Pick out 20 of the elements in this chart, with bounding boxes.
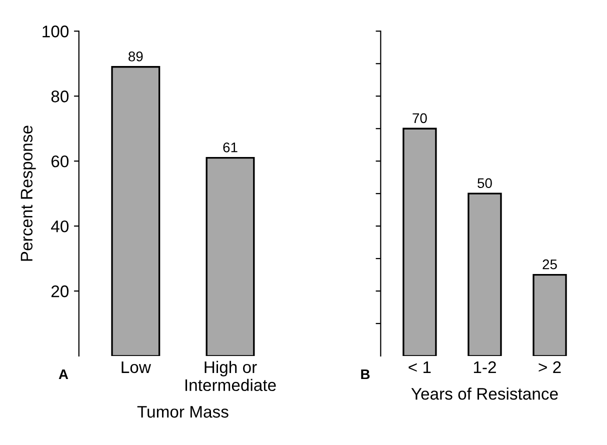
y-tick-label: 60 bbox=[52, 155, 69, 168]
x-tick-label: < 1 bbox=[408, 361, 431, 373]
y-tick-label: 20 bbox=[51, 285, 69, 298]
data-label: 25 bbox=[542, 259, 557, 270]
y-tick-label: 40 bbox=[51, 220, 69, 232]
data-label: 50 bbox=[478, 178, 492, 188]
x-tick-label: Low bbox=[122, 361, 151, 374]
x-tick-label: High or Intermediate bbox=[185, 360, 276, 392]
x-tick-label: > 2 bbox=[538, 361, 561, 373]
x-axis-title: Tumor Mass bbox=[137, 406, 228, 418]
text: A bbox=[58, 370, 68, 380]
x-tick-label: 1-2 bbox=[474, 361, 496, 373]
data-label: 89 bbox=[128, 52, 143, 62]
x-axis-title: Years of Resistance bbox=[411, 388, 558, 400]
data-label: 61 bbox=[223, 142, 238, 152]
y-tick-label: 100 bbox=[42, 26, 69, 38]
y-axis-title: Percent Response bbox=[20, 126, 36, 261]
y-tick-label: 80 bbox=[51, 90, 69, 102]
data-label: 70 bbox=[412, 113, 427, 124]
text: B bbox=[361, 370, 370, 380]
